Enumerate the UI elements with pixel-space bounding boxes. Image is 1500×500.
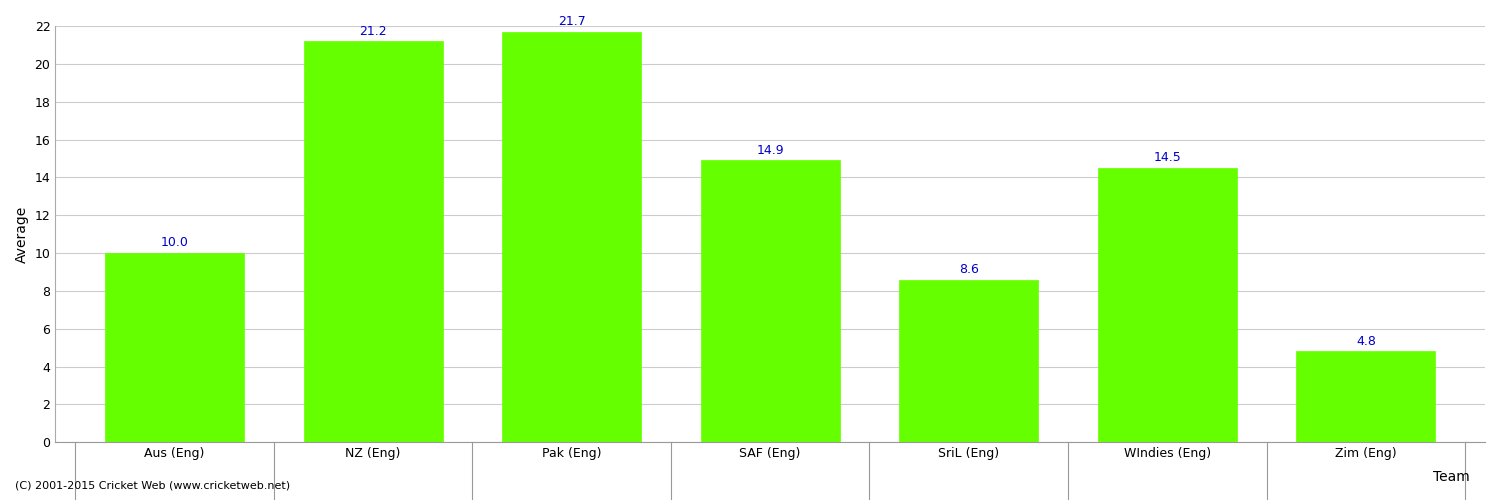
- Bar: [105, 253, 244, 442]
- Text: 14.9: 14.9: [756, 144, 784, 156]
- Bar: [1098, 168, 1238, 442]
- Bar: [898, 280, 1038, 442]
- Y-axis label: Average: Average: [15, 206, 28, 263]
- Bar: [700, 160, 840, 442]
- Text: 14.5: 14.5: [1154, 151, 1180, 164]
- Bar: [503, 32, 640, 442]
- Bar: [303, 42, 442, 442]
- Text: 21.7: 21.7: [558, 15, 585, 28]
- Text: 10.0: 10.0: [160, 236, 189, 250]
- Text: Team: Team: [1434, 470, 1470, 484]
- Bar: [1296, 352, 1436, 442]
- Text: 4.8: 4.8: [1356, 334, 1376, 347]
- Text: 8.6: 8.6: [958, 263, 978, 276]
- Text: 21.2: 21.2: [358, 24, 387, 38]
- Text: (C) 2001-2015 Cricket Web (www.cricketweb.net): (C) 2001-2015 Cricket Web (www.cricketwe…: [15, 480, 290, 490]
